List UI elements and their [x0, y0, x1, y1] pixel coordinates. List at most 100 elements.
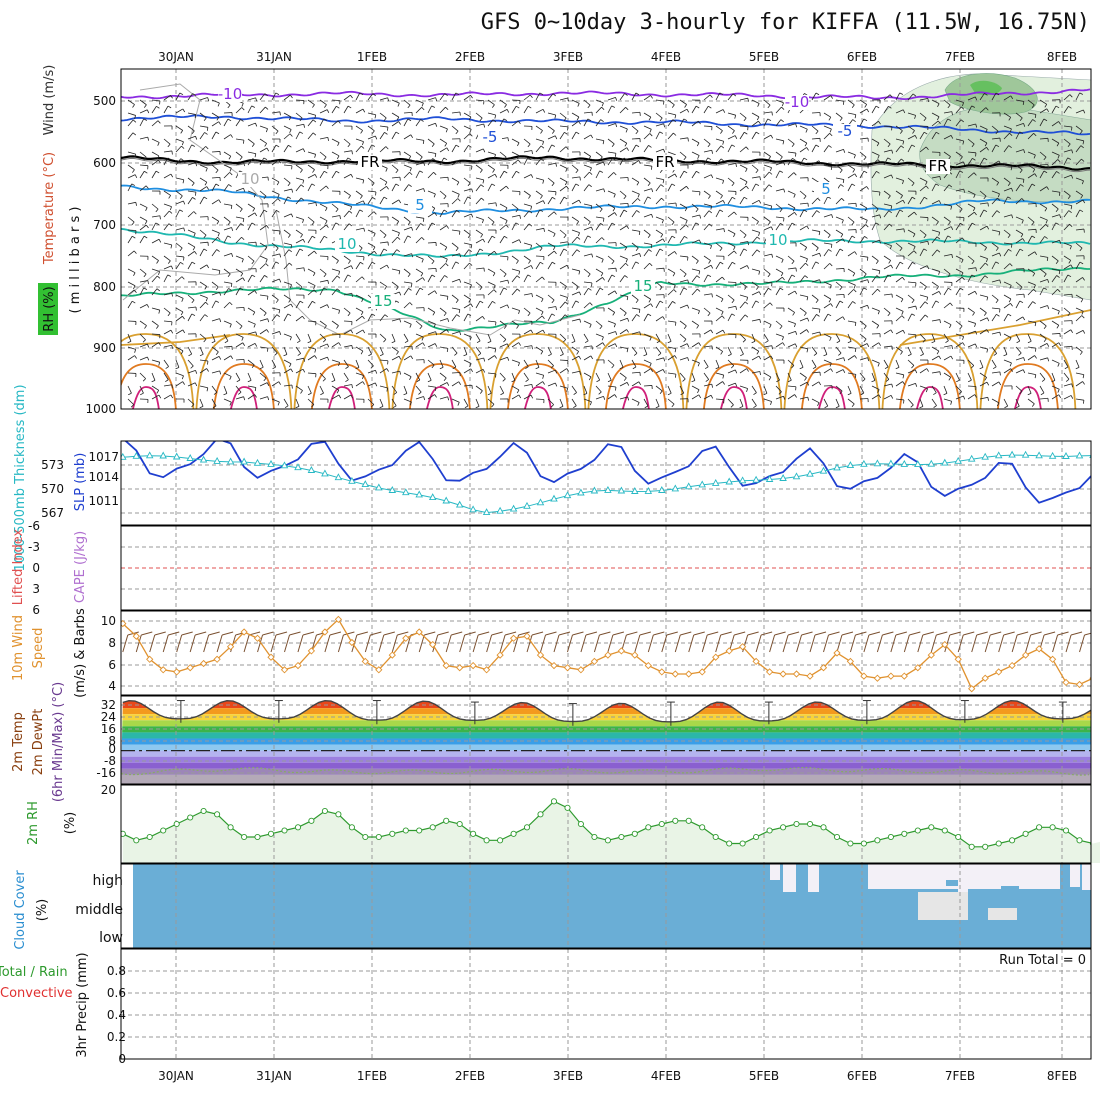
upper-barb-736	[703, 149, 712, 153]
wind10m-barb-tick-27	[491, 631, 503, 636]
upper-barb-1024	[511, 170, 517, 179]
upper-barb-2097	[227, 273, 231, 278]
wind10m-barb-tick-29	[518, 631, 530, 636]
upper-barb-2913	[322, 339, 327, 343]
upper-barb-1904	[991, 242, 999, 249]
upper-barb-3480	[847, 372, 856, 375]
upper-barb-2794	[571, 318, 580, 322]
upper-barb-455	[937, 120, 941, 125]
upper-barb-3031	[1027, 340, 1032, 344]
upper-barb-219	[479, 117, 483, 122]
upper-barb-76	[583, 99, 591, 106]
upper-barb-2177	[710, 265, 714, 269]
upper-barb-1004	[391, 176, 400, 179]
upper-barb-2396	[1063, 274, 1069, 283]
upper-barb-3626	[763, 385, 768, 394]
upper-barb-947	[1010, 166, 1013, 171]
upper-barb-1546	[763, 216, 771, 223]
upper-barb-1449	[179, 209, 184, 212]
upper-barb-3558	[355, 381, 363, 387]
upper-barb-3307	[770, 355, 774, 360]
upper-barb-2227	[1009, 263, 1013, 267]
upper-barb-2562	[139, 304, 148, 309]
upper-barb-1611	[193, 233, 196, 237]
upper-barb-1502	[499, 216, 508, 221]
upper-barb-3150	[787, 343, 796, 348]
upper-barb-3176	[943, 345, 952, 348]
wind10m-barb-53	[836, 634, 843, 653]
wind10m-barb-54	[849, 634, 856, 653]
rh2m-marker-10	[254, 833, 261, 841]
upper-barb-2926	[403, 333, 409, 342]
thickness-marker-31	[536, 498, 545, 506]
upper-barb-2137	[469, 262, 473, 266]
upper-barb-3434	[571, 370, 580, 374]
rh2m-marker-70	[1062, 827, 1070, 834]
upper-barb-2502	[739, 294, 748, 298]
upper-barb-2209	[899, 261, 904, 265]
upper-barb-1735	[938, 232, 941, 236]
upper-barb-2901	[255, 331, 258, 336]
upper-barb-2537	[947, 287, 952, 291]
upper-barb-2154	[571, 268, 580, 272]
upper-barb-1789	[302, 239, 306, 243]
upper-barb-382	[499, 118, 505, 127]
upper-barb-1608	[175, 227, 184, 231]
upper-barb-1998	[595, 255, 604, 260]
upper-barb-3553	[320, 392, 324, 396]
upper-barb-1716	[823, 229, 831, 236]
upper-barb-1171	[433, 193, 436, 198]
upper-barb-2673	[803, 312, 807, 316]
upper-barb-2382	[979, 275, 986, 283]
upper-barb-1061	[731, 182, 735, 187]
upper-barb-2566	[163, 307, 171, 314]
upper-barb-1508	[535, 209, 541, 218]
rh2m-marker-23	[429, 824, 436, 831]
upper-barb-543	[507, 137, 509, 142]
upper-barb-878	[595, 161, 604, 166]
upper-barb-1201	[613, 193, 616, 198]
wind10m-barb-10	[257, 634, 264, 653]
upper-barb-1688	[655, 229, 663, 235]
upper-barb-2881	[127, 341, 132, 344]
upper-barb-3441	[607, 379, 612, 383]
upper-barb-3120	[607, 343, 616, 348]
upper-barb-2259	[242, 277, 246, 281]
upper-barb-1938	[235, 255, 244, 260]
thickness-marker-37	[617, 486, 626, 494]
upper-barb-2730	[187, 313, 193, 322]
upper-barb-367	[407, 118, 412, 122]
upper-barb-2364	[871, 275, 878, 283]
upper-barb-1917	[1069, 245, 1072, 250]
upper-barb-1618	[235, 223, 241, 231]
upper-barb-1736	[943, 226, 952, 231]
upper-barb-2617	[470, 303, 474, 308]
thickness-marker-62	[954, 456, 962, 464]
upper-barb-2219	[960, 272, 964, 277]
upper-barb-2937	[469, 336, 472, 341]
wind10m-barb-tick-67	[1030, 631, 1042, 636]
upper-barb-635	[1056, 142, 1060, 147]
upper-barb-3628	[775, 385, 782, 393]
upper-barb-3645	[877, 389, 880, 393]
upper-barb-2725	[156, 325, 159, 329]
date-top-8: 7FEB	[945, 50, 975, 64]
upper-barb-3246	[403, 355, 412, 361]
thickness-marker-59	[914, 460, 922, 468]
upper-barb-3263	[507, 357, 510, 361]
upper-barb-33	[324, 104, 327, 108]
upper-barb-2826	[763, 320, 772, 325]
upper-barb-672	[319, 151, 327, 158]
upper-barb-3673	[1040, 392, 1045, 396]
upper-barb-2635	[575, 300, 580, 303]
upper-barb-2008	[655, 248, 661, 257]
upper-barb-2653	[687, 304, 690, 309]
upper-barb-2007	[648, 249, 652, 252]
upper-barb-962	[139, 171, 145, 179]
upper-barb-1439	[1082, 199, 1086, 204]
upper-barb-2331	[673, 285, 676, 289]
upper-barb-179	[241, 107, 245, 111]
upper-barb-1285	[155, 208, 159, 213]
upper-barb-873	[565, 168, 568, 172]
upper-barb-1142	[259, 190, 267, 197]
